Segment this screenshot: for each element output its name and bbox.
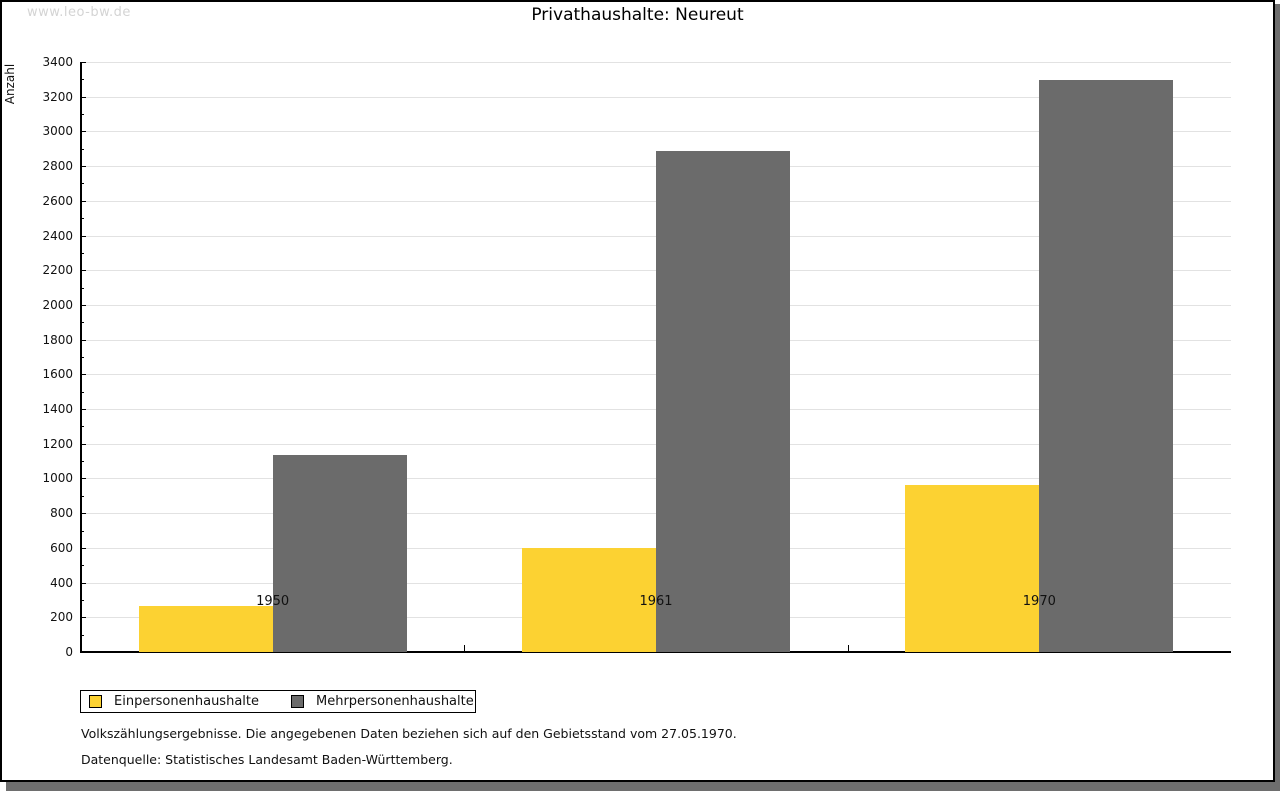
legend-swatch-yellow (89, 695, 102, 708)
y-major-tick (81, 547, 86, 549)
y-tick-label: 1000 (42, 471, 73, 486)
y-major-tick (81, 304, 86, 306)
y-minor-tick (81, 565, 84, 567)
y-tick-label: 1600 (42, 367, 73, 382)
x-tick-label: 1961 (639, 594, 673, 609)
frame-shadow-right (1275, 4, 1280, 791)
gridline (81, 96, 1231, 98)
y-tick-label: 2800 (42, 159, 73, 174)
y-major-tick (81, 166, 86, 168)
y-minor-tick (81, 252, 84, 254)
y-major-tick (81, 617, 86, 619)
bar-1970-einpersonenhaushalte (905, 485, 1040, 652)
y-minor-tick (81, 599, 84, 601)
y-tick-label: 2400 (42, 228, 73, 243)
y-tick-label: 2600 (42, 193, 73, 208)
y-major-tick (81, 235, 86, 237)
y-minor-tick (81, 530, 84, 532)
y-major-tick (81, 443, 86, 445)
y-tick-label: 2200 (42, 263, 73, 278)
y-minor-tick (81, 79, 84, 81)
y-tick-label: 1200 (42, 436, 73, 451)
y-tick-label: 1800 (42, 332, 73, 347)
bar-1970-mehrpersonenhaushalte (1039, 80, 1174, 652)
frame-shadow-bottom (6, 782, 1280, 791)
y-major-tick (81, 270, 86, 272)
y-minor-tick (81, 218, 84, 220)
x-tick-label: 1970 (1022, 594, 1056, 609)
gridline (81, 131, 1231, 133)
legend: Einpersonenhaushalte Mehrpersonenhaushal… (80, 690, 476, 713)
legend-entry-einpersonenhaushalte: Einpersonenhaushalte (81, 694, 259, 709)
y-tick-label: 3000 (42, 124, 73, 139)
chart-title: Privathaushalte: Neureut (531, 5, 744, 25)
y-tick-label: 400 (50, 575, 73, 590)
y-minor-tick (81, 357, 84, 358)
x-group-separator-tick (847, 645, 849, 652)
footnote-source-note: Volkszählungsergebnisse. Die angegebenen… (81, 726, 737, 741)
y-tick-label: 2000 (42, 297, 73, 312)
y-major-tick (81, 652, 86, 653)
y-major-tick (81, 62, 86, 63)
y-minor-tick (81, 114, 84, 116)
legend-label: Einpersonenhaushalte (114, 694, 259, 709)
y-tick-label: 600 (50, 540, 73, 555)
y-major-tick (81, 409, 86, 411)
y-minor-tick (81, 322, 84, 324)
y-tick-label: 3400 (42, 55, 73, 69)
y-tick-label: 3200 (42, 89, 73, 104)
y-major-tick (81, 339, 86, 341)
y-minor-tick (81, 148, 84, 150)
x-group-separator-tick (464, 645, 466, 652)
legend-swatch-gray (291, 695, 304, 708)
y-minor-tick (81, 426, 84, 428)
x-tick-label: 1950 (256, 594, 290, 609)
y-minor-tick (81, 391, 84, 393)
plot-area: 0 200 400 600 800 1000 1200 1400 1600 1800 2000 220… (42, 55, 1231, 659)
y-major-tick (81, 582, 86, 584)
y-tick-label: 200 (50, 610, 73, 625)
y-major-tick (81, 96, 86, 98)
y-minor-tick (81, 495, 84, 497)
gridline (81, 62, 1231, 63)
y-tick-label: 0 (65, 645, 73, 659)
y-minor-tick (81, 634, 84, 636)
y-minor-tick (81, 461, 84, 463)
legend-entry-mehrpersonenhaushalte: Mehrpersonenhaushalte (259, 694, 474, 709)
y-major-tick (81, 131, 86, 133)
y-major-tick (81, 513, 86, 515)
y-major-tick (81, 200, 86, 202)
bar-1961-mehrpersonenhaushalte (656, 150, 790, 652)
bar-1950-mehrpersonenhaushalte (272, 455, 407, 652)
bar-1950-einpersonenhaushalte (138, 606, 273, 652)
watermark: www.leo-bw.de (27, 5, 131, 20)
y-major-tick (81, 374, 86, 376)
legend-label: Mehrpersonenhaushalte (316, 694, 474, 709)
y-tick-label: 1400 (42, 402, 73, 417)
y-axis-title-text: Anzahl (3, 63, 17, 105)
y-major-tick (81, 478, 86, 480)
x-axis-line (80, 651, 1231, 653)
y-tick-label: 800 (50, 506, 73, 521)
y-minor-tick (81, 183, 84, 185)
footnote-data-source: Datenquelle: Statistisches Landesamt Bad… (81, 752, 453, 767)
y-minor-tick (81, 287, 84, 289)
bar-1961-einpersonenhaushalte (522, 547, 656, 652)
